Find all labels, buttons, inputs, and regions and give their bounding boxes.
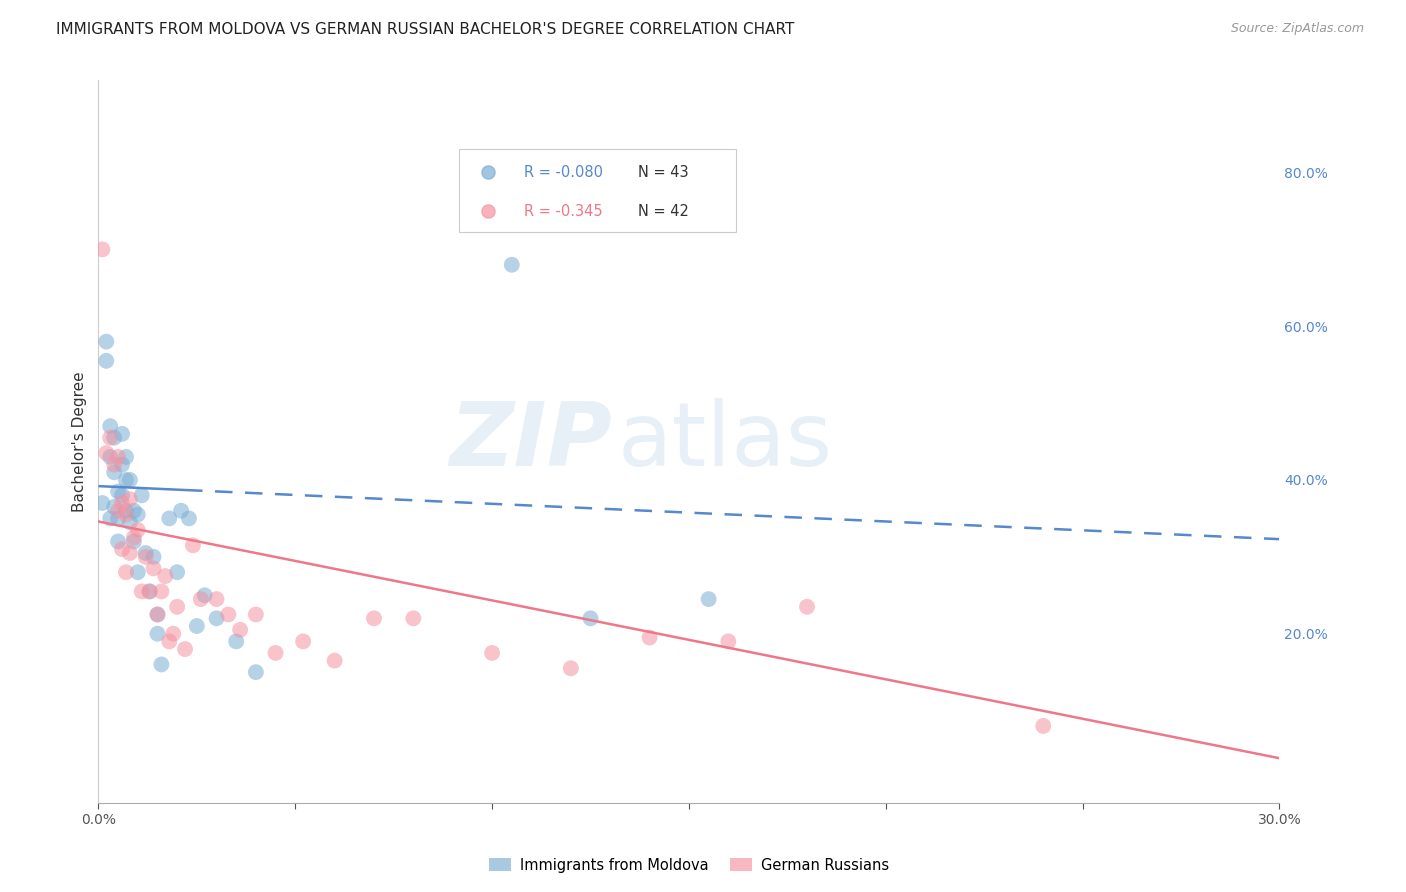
Point [107, 504, 129, 518]
Point [122, 534, 145, 549]
Point [174, 642, 197, 657]
Point [118, 492, 141, 507]
Point [91, 243, 114, 257]
Point [205, 611, 228, 625]
Text: atlas: atlas [619, 398, 834, 485]
Point [115, 504, 138, 518]
Point [127, 508, 149, 522]
Point [245, 607, 267, 622]
Point [155, 569, 177, 583]
Point [135, 549, 157, 564]
Y-axis label: Bachelor's Degree: Bachelor's Degree [72, 371, 87, 512]
Point [363, 611, 385, 625]
Point [323, 654, 346, 668]
FancyBboxPatch shape [458, 149, 737, 232]
Point [157, 511, 180, 525]
Point [190, 592, 212, 607]
Point [111, 496, 134, 510]
Point [122, 504, 145, 518]
Point [717, 634, 740, 648]
Text: N = 42: N = 42 [638, 203, 689, 219]
Point [402, 611, 425, 625]
Legend: Immigrants from Moldova, German Russians: Immigrants from Moldova, German Russians [484, 852, 894, 879]
Point [98, 419, 121, 434]
Point [127, 565, 149, 579]
Point [150, 657, 173, 672]
Point [135, 546, 157, 560]
Point [111, 426, 134, 441]
Point [245, 665, 267, 680]
Point [205, 592, 228, 607]
Point [138, 584, 160, 599]
Point [162, 626, 184, 640]
Point [560, 661, 582, 675]
Text: R = -0.080: R = -0.080 [523, 165, 603, 179]
Point [217, 607, 239, 622]
Point [107, 450, 129, 464]
Point [107, 534, 129, 549]
Point [111, 488, 134, 502]
Point [103, 458, 125, 472]
Point [111, 458, 134, 472]
Point [697, 592, 720, 607]
Text: Source: ZipAtlas.com: Source: ZipAtlas.com [1230, 22, 1364, 36]
Point [111, 542, 134, 557]
Point [115, 450, 138, 464]
Point [131, 488, 153, 502]
Point [115, 508, 138, 522]
Point [142, 561, 165, 575]
Point [157, 634, 180, 648]
Point [103, 465, 125, 479]
Point [138, 584, 160, 599]
Point [122, 531, 145, 545]
Text: IMMIGRANTS FROM MOLDOVA VS GERMAN RUSSIAN BACHELOR'S DEGREE CORRELATION CHART: IMMIGRANTS FROM MOLDOVA VS GERMAN RUSSIA… [56, 22, 794, 37]
Point [98, 450, 121, 464]
Point [1032, 719, 1054, 733]
Point [107, 484, 129, 499]
Point [1386, 151, 1406, 165]
Text: N = 43: N = 43 [638, 165, 689, 179]
Point [1386, 110, 1406, 124]
Point [170, 504, 193, 518]
Point [150, 584, 173, 599]
Point [103, 431, 125, 445]
Point [96, 446, 118, 460]
Point [107, 511, 129, 525]
Point [194, 588, 217, 602]
Point [115, 565, 138, 579]
Point [181, 538, 204, 552]
Point [131, 584, 153, 599]
Point [127, 523, 149, 537]
Point [96, 354, 118, 368]
Point [579, 611, 602, 625]
Point [264, 646, 287, 660]
Point [146, 626, 169, 640]
Point [177, 511, 200, 525]
Point [98, 511, 121, 525]
Point [98, 431, 121, 445]
Point [166, 599, 188, 614]
Point [796, 599, 818, 614]
Point [501, 258, 523, 272]
Point [115, 473, 138, 487]
Point [118, 546, 141, 560]
Text: ZIP: ZIP [450, 398, 612, 485]
Point [166, 565, 188, 579]
Point [103, 500, 125, 514]
Point [481, 646, 503, 660]
Point [142, 549, 165, 564]
Text: R = -0.345: R = -0.345 [523, 203, 602, 219]
Point [638, 631, 661, 645]
Point [118, 515, 141, 529]
Point [146, 607, 169, 622]
Point [292, 634, 315, 648]
Point [186, 619, 208, 633]
Point [146, 607, 169, 622]
Point [229, 623, 252, 637]
Point [96, 334, 118, 349]
Point [91, 496, 114, 510]
Point [225, 634, 247, 648]
Point [118, 473, 141, 487]
